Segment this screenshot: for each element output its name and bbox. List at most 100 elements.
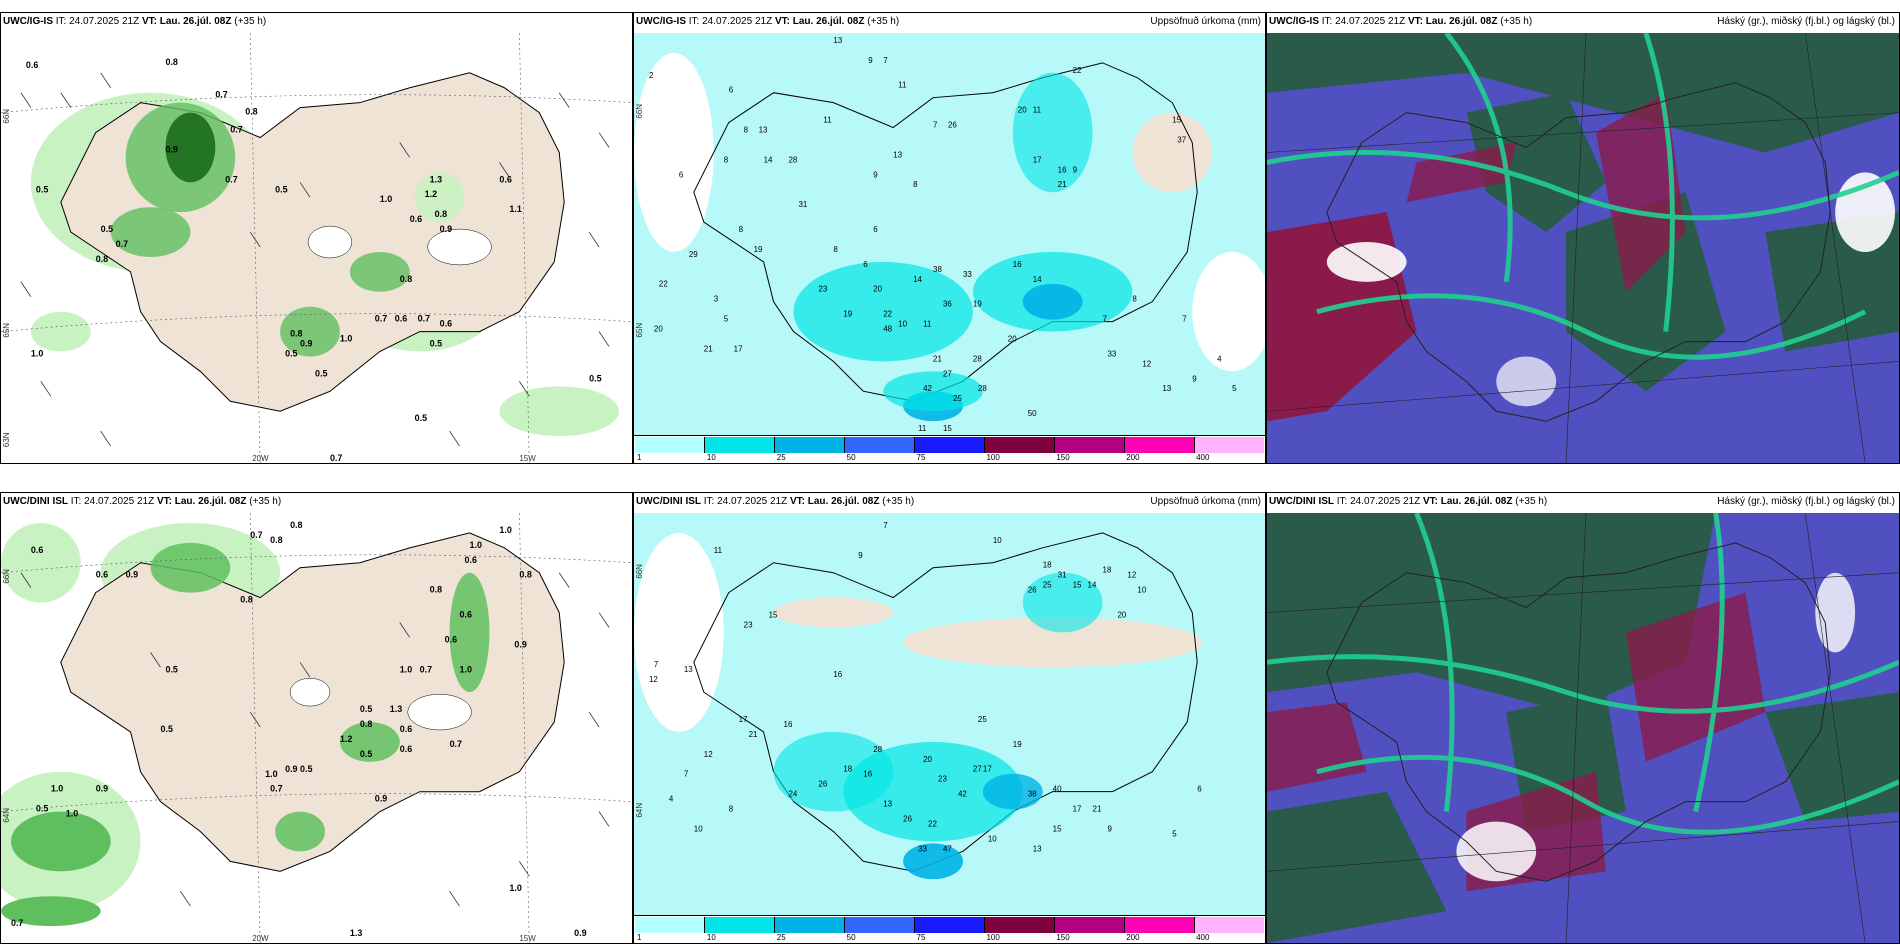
svg-text:15: 15 [943,424,952,433]
vt-value: Lau. 26.júl. 08Z [159,16,232,27]
map-area[interactable]: 11 7 9 10 12 23 15 7 13 17 21 16 18 31 2… [634,513,1265,916]
svg-text:23: 23 [938,775,947,784]
svg-text:28: 28 [978,384,987,393]
svg-text:0.5: 0.5 [360,704,372,714]
colorbar-swatch [1125,917,1195,933]
map-area[interactable]: 66N 65N 63N 20W 15W 0.6 0.8 0.7 0.7 0.8 … [1,33,632,463]
precip-map: 11 7 9 10 12 23 15 7 13 17 21 16 18 31 2… [634,513,1265,916]
panel-title: UWC/DINI ISL IT: 24.07.2025 21Z VT: Lau.… [1269,496,1547,507]
svg-text:17: 17 [1033,155,1042,164]
svg-text:0.8: 0.8 [270,535,282,545]
svg-text:9: 9 [1192,374,1197,383]
colorbar-labels: 1 10 25 50 75 100 150 200 400 [635,453,1264,463]
svg-text:1.0: 1.0 [380,194,392,204]
svg-text:12: 12 [704,750,713,759]
svg-text:12: 12 [1127,571,1136,580]
svg-text:23: 23 [744,620,753,629]
svg-text:13: 13 [833,36,842,45]
svg-text:14: 14 [913,275,922,284]
svg-text:0.8: 0.8 [290,329,302,339]
wind-precip-map: 66N 65N 63N 20W 15W 0.6 0.8 0.7 0.7 0.8 … [1,33,632,463]
panel-field-title: Háský (gr.), miðský (fj.bl.) og lágský (… [1717,496,1895,507]
svg-text:21: 21 [1058,180,1067,189]
it-value: 24.07.2025 21Z [1335,16,1406,27]
svg-text:20: 20 [1018,106,1027,115]
svg-text:14: 14 [764,155,773,164]
colorbar-swatches [635,437,1264,453]
vt-label: VT: [141,16,157,27]
it-value: 24.07.2025 21Z [69,16,140,27]
vt-label: VT: [1422,496,1438,507]
svg-text:0.9: 0.9 [165,144,177,154]
svg-text:10: 10 [898,320,907,329]
svg-text:11: 11 [1033,106,1042,115]
svg-text:0.5: 0.5 [165,664,177,674]
svg-text:0.8: 0.8 [290,520,302,530]
panel-field-title: Uppsöfnuð úrkoma (mm) [1150,496,1261,507]
svg-text:1.2: 1.2 [425,189,437,199]
it-value: 24.07.2025 21Z [702,16,773,27]
map-area[interactable] [1267,33,1899,463]
svg-text:1.3: 1.3 [350,928,362,938]
colorbar-swatch [915,437,985,453]
svg-text:0.7: 0.7 [420,664,432,674]
svg-text:22: 22 [883,310,892,319]
svg-text:6: 6 [729,86,734,95]
vt-label: VT: [789,496,805,507]
svg-text:0.9: 0.9 [440,224,452,234]
svg-text:11: 11 [823,116,832,125]
svg-text:0.6: 0.6 [410,214,422,224]
svg-text:1.0: 1.0 [499,525,511,535]
map-area[interactable]: 66N 64N 20W 15W 0.6 0.7 0.8 0.8 0.6 0.9 … [1,513,632,943]
svg-text:7: 7 [933,121,938,130]
vt-value: Lau. 26.júl. 08Z [1425,16,1498,27]
svg-text:0.7: 0.7 [225,174,237,184]
svg-text:0.6: 0.6 [395,314,407,324]
colorbar-swatch [985,437,1055,453]
svg-text:0.7: 0.7 [450,739,462,749]
svg-text:13: 13 [759,126,768,135]
svg-text:1.0: 1.0 [265,769,277,779]
svg-text:9: 9 [868,56,873,65]
svg-text:0.7: 0.7 [270,784,282,794]
svg-text:50: 50 [1028,409,1037,418]
svg-text:27: 27 [973,765,982,774]
svg-text:42: 42 [958,790,967,799]
svg-text:9: 9 [1107,824,1112,833]
it-value: 24.07.2025 21Z [1350,496,1421,507]
svg-text:13: 13 [684,665,693,674]
svg-text:38: 38 [1028,790,1037,799]
svg-text:0.6: 0.6 [26,60,38,70]
svg-text:20: 20 [923,755,932,764]
svg-text:12: 12 [1142,359,1151,368]
it-value: 24.07.2025 21Z [84,496,155,507]
svg-text:22: 22 [659,280,668,289]
svg-text:17: 17 [983,765,992,774]
svg-text:7: 7 [883,56,888,65]
svg-text:66N: 66N [635,104,644,119]
svg-text:8: 8 [833,245,838,254]
colorbar-label: 75 [916,453,926,462]
svg-text:0.8: 0.8 [360,719,372,729]
model-name: UWC/DINI ISL [636,496,701,507]
colorbar-swatch [915,917,985,933]
svg-text:16: 16 [784,720,793,729]
map-area[interactable] [1267,513,1899,943]
svg-text:0.6: 0.6 [499,174,511,184]
svg-text:19: 19 [1013,740,1022,749]
svg-text:20W: 20W [252,454,269,463]
precip-map: 13 2 9 7 6 11 22 6 8 13 8 14 11 8 19 13 [634,33,1265,436]
colorbar-swatches [635,917,1264,933]
svg-text:6: 6 [679,170,684,179]
svg-text:10: 10 [1137,586,1146,595]
panel-top-mid-accum-precip: UWC/IG-IS IT: 24.07.2025 21Z VT: Lau. 26… [633,12,1266,464]
it-label: IT: [1321,16,1333,27]
colorbar-swatch [1195,437,1264,453]
map-area[interactable]: 13 2 9 7 6 11 22 6 8 13 8 14 11 8 19 13 [634,33,1265,436]
colorbar-swatch [845,437,915,453]
panel-title: UWC/IG-IS IT: 24.07.2025 21Z VT: Lau. 26… [3,16,266,27]
wind-precip-map: 66N 64N 20W 15W 0.6 0.7 0.8 0.8 0.6 0.9 … [1,513,632,943]
svg-text:20: 20 [873,285,882,294]
svg-text:5: 5 [724,315,729,324]
svg-text:11: 11 [714,546,723,555]
